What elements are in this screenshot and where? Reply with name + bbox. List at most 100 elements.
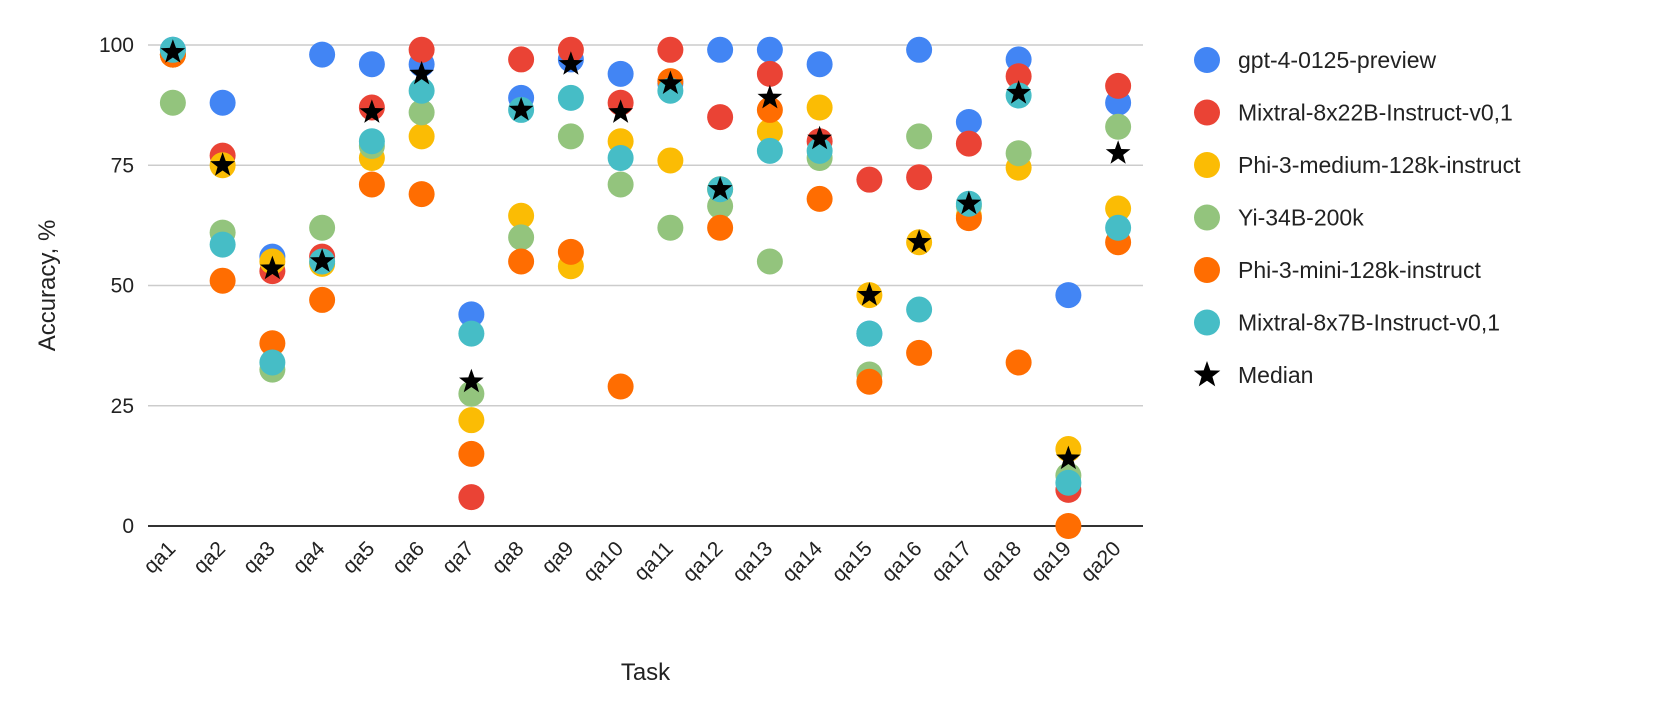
y-tick-label: 75	[111, 154, 134, 177]
data-point	[1005, 63, 1032, 90]
median-star-point	[558, 51, 584, 75]
data-point	[806, 51, 833, 78]
data-point	[806, 185, 833, 212]
x-tick-label: qa9	[537, 537, 578, 578]
data-point	[458, 301, 485, 328]
data-point	[557, 123, 584, 150]
x-tick-label: qa20	[1076, 537, 1125, 586]
data-point	[856, 368, 883, 395]
legend-swatch	[1194, 309, 1220, 336]
data-point	[358, 171, 385, 198]
legend-swatch	[1194, 204, 1220, 231]
median-star-point	[210, 152, 235, 176]
data-point	[906, 123, 933, 150]
median-star-point	[608, 99, 633, 123]
data-point	[1105, 214, 1132, 241]
data-point	[209, 267, 236, 294]
x-tick-label: qa6	[388, 537, 429, 578]
median-star-point	[857, 282, 882, 306]
x-tick-label: qa18	[977, 537, 1026, 586]
x-tick-label: qa5	[338, 537, 379, 578]
legend-label: Mixtral-8x7B-Instruct-v0,1	[1238, 310, 1500, 336]
legend-swatch	[1194, 152, 1220, 178]
series-2	[159, 41, 1132, 463]
data-point	[607, 171, 634, 198]
data-points	[159, 36, 1132, 539]
data-point	[607, 60, 634, 87]
data-point	[458, 484, 485, 511]
data-point	[259, 330, 286, 357]
legend-swatch-star	[1193, 361, 1221, 387]
data-point	[657, 147, 684, 174]
legend-label: Phi-3-mini-128k-instruct	[1238, 257, 1481, 283]
data-point	[707, 214, 734, 241]
data-point	[458, 440, 485, 467]
median-star-point	[359, 99, 385, 123]
data-point	[1005, 349, 1032, 376]
series-4	[159, 41, 1132, 539]
legend-label: Mixtral-8x22B-Instruct-v0,1	[1238, 100, 1513, 126]
legend-label: Yi-34B-200k	[1238, 205, 1364, 231]
data-point	[707, 104, 734, 131]
x-tick-label: qa17	[927, 537, 976, 586]
median-star-point	[1056, 445, 1081, 470]
data-point	[906, 164, 933, 191]
median-star-point	[906, 229, 932, 253]
data-point	[756, 36, 783, 63]
data-point	[209, 231, 236, 258]
x-tick-label: qa14	[778, 537, 828, 587]
data-point	[607, 145, 634, 172]
x-tick-label: qa2	[189, 537, 230, 578]
legend-label: Phi-3-medium-128k-instruct	[1238, 152, 1521, 178]
data-point	[1055, 282, 1082, 309]
data-point	[756, 137, 783, 164]
series-5	[159, 36, 1132, 496]
data-point	[806, 137, 833, 164]
data-point	[309, 41, 336, 68]
data-point	[209, 89, 236, 116]
data-point	[756, 96, 783, 123]
x-tick-label: qa10	[579, 537, 628, 586]
legend-label: gpt-4-0125-preview	[1238, 47, 1437, 73]
x-tick-label: qa11	[630, 537, 678, 585]
median-star-point	[260, 255, 285, 280]
x-tick-label: qa1	[139, 537, 180, 578]
data-point	[657, 214, 684, 241]
x-tick-label: qa19	[1027, 537, 1076, 586]
data-point	[906, 296, 933, 323]
x-tick-label: qa12	[678, 537, 727, 586]
x-tick-label: qa4	[289, 537, 330, 578]
data-point	[856, 166, 883, 193]
data-point	[458, 407, 485, 434]
y-tick-label: 25	[111, 395, 134, 418]
median-star-point	[1006, 80, 1031, 104]
data-point	[508, 224, 535, 251]
y-tick-label: 100	[99, 34, 134, 57]
median-star-point	[160, 39, 186, 63]
x-tick-label: qa3	[239, 537, 280, 578]
series-3	[159, 89, 1132, 489]
data-point	[557, 36, 584, 63]
x-tick-label: qa7	[438, 537, 479, 578]
data-point	[557, 238, 584, 265]
data-point	[1105, 113, 1132, 140]
median-star-point	[956, 190, 982, 215]
data-point	[458, 320, 485, 347]
data-point	[408, 36, 435, 63]
median-star-point	[707, 176, 733, 200]
data-point	[1005, 140, 1032, 167]
data-point	[358, 128, 385, 155]
median-star-point	[409, 60, 434, 85]
x-tick-label: qa8	[488, 537, 529, 578]
data-point	[756, 248, 783, 275]
data-point	[159, 89, 186, 116]
data-point	[657, 77, 684, 104]
data-point	[607, 373, 634, 400]
median-star-point	[658, 70, 683, 94]
median-star-point	[757, 84, 783, 109]
series-6	[160, 39, 1131, 470]
series-0	[159, 36, 1132, 347]
legend-swatch	[1194, 47, 1220, 73]
data-point	[1055, 469, 1082, 496]
